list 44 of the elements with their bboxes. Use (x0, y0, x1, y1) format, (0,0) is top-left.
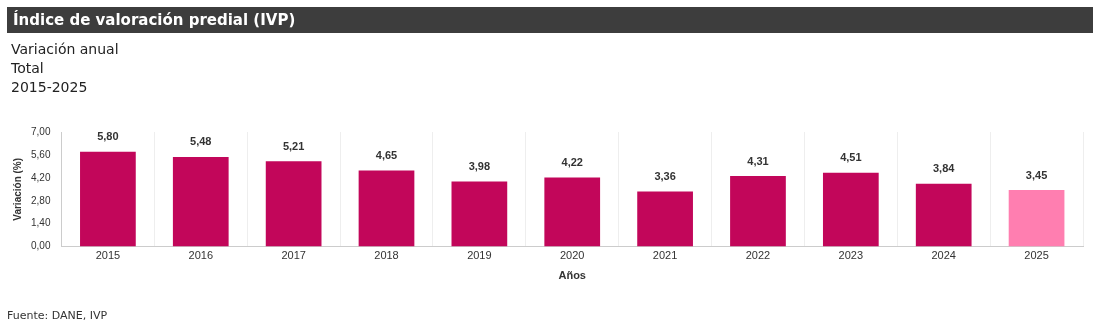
bar (1008, 190, 1065, 247)
bar (822, 172, 879, 247)
data-label: 4,65 (375, 149, 398, 161)
bar (637, 191, 693, 247)
bar (544, 177, 601, 247)
y-tick-label: 1,40 (30, 217, 51, 229)
bar (358, 170, 415, 247)
data-label: 4,22 (561, 156, 583, 169)
bar (265, 161, 322, 247)
x-tick-label: 2022 (745, 249, 771, 262)
data-label: 4,51 (840, 151, 862, 164)
bar (730, 176, 786, 247)
x-tick-label: 2024 (931, 249, 956, 262)
x-tick-label: 2019 (467, 249, 492, 262)
y-axis-title: Variación (%) (11, 157, 23, 221)
bar (80, 151, 136, 247)
data-label: 4,31 (747, 154, 769, 167)
x-axis-title: Años (558, 269, 586, 282)
x-tick-label: 2015 (95, 249, 121, 262)
chart-subtitle: Variación anual Total 2015-2025 (11, 40, 119, 97)
data-label: 3,84 (932, 162, 956, 175)
data-label: 3,45 (1025, 168, 1048, 181)
bar (451, 181, 508, 247)
data-label: 5,21 (282, 139, 305, 152)
bar (915, 183, 972, 247)
y-tick-label: 0,00 (30, 240, 51, 252)
y-tick-label: 2,80 (30, 194, 51, 206)
x-tick-label: 2018 (374, 249, 399, 262)
data-label: 3,98 (468, 159, 491, 172)
x-tick-label: 2017 (281, 249, 306, 262)
data-label: 5,80 (97, 130, 119, 143)
chart-title: Índice de valoración predial (IVP) (7, 7, 1093, 33)
x-tick-label: 2023 (838, 249, 864, 262)
y-tick-label: 7,00 (30, 125, 51, 137)
y-tick-label: 5,60 (30, 148, 51, 160)
x-tick-label: 2025 (1024, 249, 1049, 262)
x-tick-label: 2021 (652, 249, 678, 262)
x-tick-label: 2016 (188, 249, 214, 262)
data-label: 5,48 (190, 135, 212, 148)
source-note: Fuente: DANE, IVP (7, 309, 108, 322)
data-label: 3,36 (654, 170, 676, 183)
y-tick-label: 4,20 (30, 171, 51, 183)
x-tick-label: 2020 (559, 249, 585, 262)
bar (172, 156, 229, 247)
